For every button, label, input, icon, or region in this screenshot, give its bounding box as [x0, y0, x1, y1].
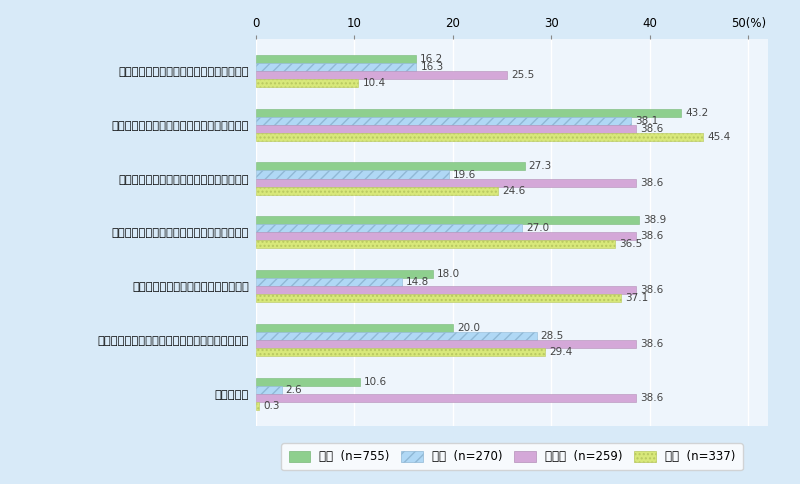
Bar	[256, 378, 360, 386]
Bar	[256, 340, 636, 348]
Bar	[256, 71, 507, 79]
Bar	[256, 332, 537, 340]
Text: 45.4: 45.4	[707, 132, 730, 142]
Text: 38.6: 38.6	[640, 393, 663, 403]
Text: 2.6: 2.6	[286, 385, 302, 394]
Bar	[256, 170, 449, 179]
Bar	[256, 179, 636, 187]
Text: 38.6: 38.6	[640, 178, 663, 188]
Text: 27.0: 27.0	[526, 223, 549, 233]
Bar	[256, 125, 636, 133]
Bar	[256, 216, 639, 224]
Text: 38.6: 38.6	[640, 231, 663, 242]
Bar	[256, 286, 636, 294]
Text: 36.5: 36.5	[619, 240, 642, 249]
Text: 10.4: 10.4	[362, 78, 386, 88]
Text: 10.6: 10.6	[364, 377, 387, 387]
Text: 16.3: 16.3	[421, 62, 444, 72]
Legend: 日本  (n=755), 米国  (n=270), ドイツ  (n=259), 中国  (n=337): 日本 (n=755), 米国 (n=270), ドイツ (n=259), 中国 …	[282, 443, 742, 470]
Text: 25.5: 25.5	[511, 70, 534, 80]
Text: 43.2: 43.2	[686, 107, 709, 118]
Text: 38.6: 38.6	[640, 124, 663, 134]
Bar	[256, 278, 402, 286]
Bar	[256, 224, 522, 232]
Text: 14.8: 14.8	[406, 277, 429, 287]
Bar	[256, 187, 498, 195]
Text: 20.0: 20.0	[457, 323, 480, 333]
Bar	[256, 63, 417, 71]
Bar	[256, 270, 434, 278]
Bar	[256, 133, 703, 141]
Text: 24.6: 24.6	[502, 186, 526, 196]
Bar	[256, 79, 358, 87]
Text: 0.3: 0.3	[263, 401, 279, 411]
Text: 27.3: 27.3	[529, 162, 552, 171]
Bar	[256, 241, 615, 248]
Text: 16.2: 16.2	[419, 54, 442, 64]
Bar	[256, 294, 622, 302]
Text: 38.6: 38.6	[640, 285, 663, 295]
Bar	[256, 393, 636, 402]
Text: 38.6: 38.6	[640, 339, 663, 349]
Text: 19.6: 19.6	[453, 169, 476, 180]
Bar	[256, 348, 546, 356]
Bar	[256, 386, 282, 393]
Text: 29.4: 29.4	[550, 347, 573, 357]
Bar	[256, 163, 525, 170]
Bar	[256, 324, 453, 332]
Text: 18.0: 18.0	[437, 269, 460, 279]
Text: 38.1: 38.1	[635, 116, 658, 126]
Text: 38.9: 38.9	[643, 215, 666, 225]
Text: 37.1: 37.1	[626, 293, 649, 303]
Bar	[256, 117, 631, 125]
Bar	[256, 108, 682, 117]
Bar	[256, 55, 415, 63]
Bar	[256, 402, 259, 410]
Text: 28.5: 28.5	[541, 331, 564, 341]
Bar	[256, 232, 636, 241]
